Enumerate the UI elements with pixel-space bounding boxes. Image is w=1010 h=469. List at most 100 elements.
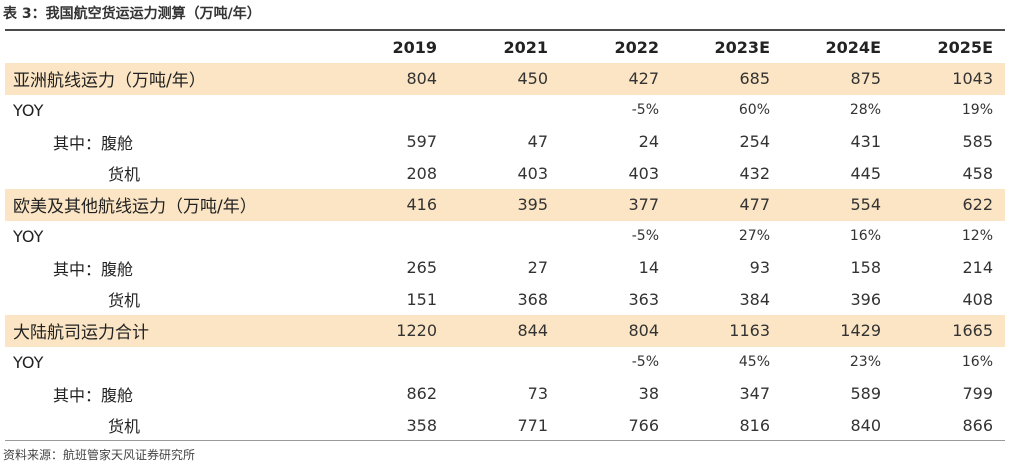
value-cell: 60% (738, 102, 770, 119)
table-row: 货机 208 403 403 432 445 458 (5, 158, 1005, 190)
table-row: 其中：腹舱 597 47 24 254 431 585 (5, 126, 1005, 158)
table-row: 货机 358 771 766 816 840 866 (5, 410, 1005, 442)
value-cell: 875 (782, 63, 893, 95)
row-label: 亚洲航线运力（万吨/年） (5, 63, 338, 95)
source-note: 资料来源：航班管家天风证券研究所 (3, 448, 196, 462)
value-cell: 554 (782, 189, 893, 221)
row-label: 货机 (108, 417, 141, 437)
value-cell: 804 (338, 63, 449, 95)
value-cell: -5% (631, 102, 659, 119)
value-cell: 45% (738, 354, 770, 371)
value-cell: 47 (527, 132, 548, 152)
value-cell (449, 95, 560, 127)
value-cell: 403 (628, 163, 659, 183)
table-row: 欧美及其他航线运力（万吨/年） 416 395 377 477 554 622 (5, 189, 1005, 221)
value-cell (338, 347, 449, 379)
table-header-row: 2019 2021 2022 2023E 2024E 2025E (5, 31, 1005, 63)
table-row: YOY -5% 27% 16% 12% (5, 221, 1005, 253)
header-cell: 2025E (937, 37, 993, 57)
value-cell: 1429 (782, 315, 893, 347)
row-label: 其中：腹舱 (53, 385, 134, 405)
value-cell: 844 (449, 315, 560, 347)
value-cell: 685 (671, 63, 782, 95)
value-cell: 27 (527, 258, 548, 278)
value-cell: 265 (406, 258, 437, 278)
value-cell: 16% (849, 228, 881, 245)
value-cell: 1043 (893, 63, 1005, 95)
value-cell: 368 (517, 289, 548, 309)
row-label: 其中：腹舱 (53, 259, 134, 279)
header-cell (5, 31, 338, 63)
value-cell: 38 (638, 384, 659, 404)
header-cell: 2023E (714, 37, 770, 57)
table-row: YOY -5% 45% 23% 16% (5, 347, 1005, 379)
value-cell: 28% (849, 102, 881, 119)
value-cell: 93 (749, 258, 770, 278)
value-cell: 589 (850, 384, 881, 404)
row-label: 其中：腹舱 (53, 133, 134, 153)
row-label: YOY (13, 226, 44, 246)
value-cell: 799 (962, 384, 993, 404)
value-cell: 862 (406, 384, 437, 404)
value-cell: 1665 (893, 315, 1005, 347)
value-cell: 427 (560, 63, 671, 95)
value-cell: 866 (962, 415, 993, 435)
value-cell: 408 (962, 289, 993, 309)
value-cell: 358 (406, 415, 437, 435)
value-cell: 27% (738, 228, 770, 245)
value-cell: 416 (338, 189, 449, 221)
value-cell: 14 (638, 258, 659, 278)
value-cell: 477 (671, 189, 782, 221)
value-cell (449, 221, 560, 253)
table-row: 亚洲航线运力（万吨/年） 804 450 427 685 875 1043 (5, 63, 1005, 95)
value-cell: 445 (850, 163, 881, 183)
row-label: YOY (13, 352, 44, 372)
table-bottom-divider (5, 440, 1005, 441)
value-cell: 158 (850, 258, 881, 278)
value-cell: 24 (638, 132, 659, 152)
table-title: 表 3：我国航空货运运力测算（万吨/年） (3, 6, 261, 22)
value-cell: 431 (850, 132, 881, 152)
value-cell: 458 (962, 163, 993, 183)
value-cell: 208 (406, 163, 437, 183)
value-cell: -5% (631, 228, 659, 245)
value-cell: 363 (628, 289, 659, 309)
table-row: 货机 151 368 363 384 396 408 (5, 284, 1005, 316)
table-row: YOY -5% 60% 28% 19% (5, 95, 1005, 127)
value-cell: 432 (739, 163, 770, 183)
value-cell: 384 (739, 289, 770, 309)
row-label: YOY (13, 100, 44, 120)
value-cell: 151 (406, 289, 437, 309)
value-cell: 450 (449, 63, 560, 95)
value-cell: 622 (893, 189, 1005, 221)
value-cell: 214 (962, 258, 993, 278)
value-cell (338, 221, 449, 253)
value-cell: 816 (739, 415, 770, 435)
value-cell: 1163 (671, 315, 782, 347)
row-label: 欧美及其他航线运力（万吨/年） (5, 189, 338, 221)
title-divider (5, 29, 1005, 31)
value-cell: 1220 (338, 315, 449, 347)
header-cell: 2022 (614, 37, 659, 57)
value-cell: 771 (517, 415, 548, 435)
value-cell: 19% (961, 102, 993, 119)
value-cell: 395 (449, 189, 560, 221)
value-cell: 254 (739, 132, 770, 152)
value-cell: 585 (962, 132, 993, 152)
value-cell: 347 (739, 384, 770, 404)
row-label: 大陆航司运力合计 (5, 315, 338, 347)
table-row: 其中：腹舱 265 27 14 93 158 214 (5, 252, 1005, 284)
value-cell: 597 (406, 132, 437, 152)
header-cell: 2019 (392, 37, 437, 57)
value-cell: 396 (850, 289, 881, 309)
value-cell: 403 (517, 163, 548, 183)
table-body: 亚洲航线运力（万吨/年） 804 450 427 685 875 1043 YOY -5% 60%… (5, 63, 1005, 441)
value-cell: 12% (961, 228, 993, 245)
value-cell: 840 (850, 415, 881, 435)
row-label: 货机 (108, 165, 141, 185)
table-row: 大陆航司运力合计 1220 844 804 1163 1429 1665 (5, 315, 1005, 347)
value-cell: 377 (560, 189, 671, 221)
value-cell: 73 (527, 384, 548, 404)
value-cell: 804 (560, 315, 671, 347)
capacity-table: 2019 2021 2022 2023E 2024E 2025E 亚洲航线运力（… (5, 31, 1005, 441)
